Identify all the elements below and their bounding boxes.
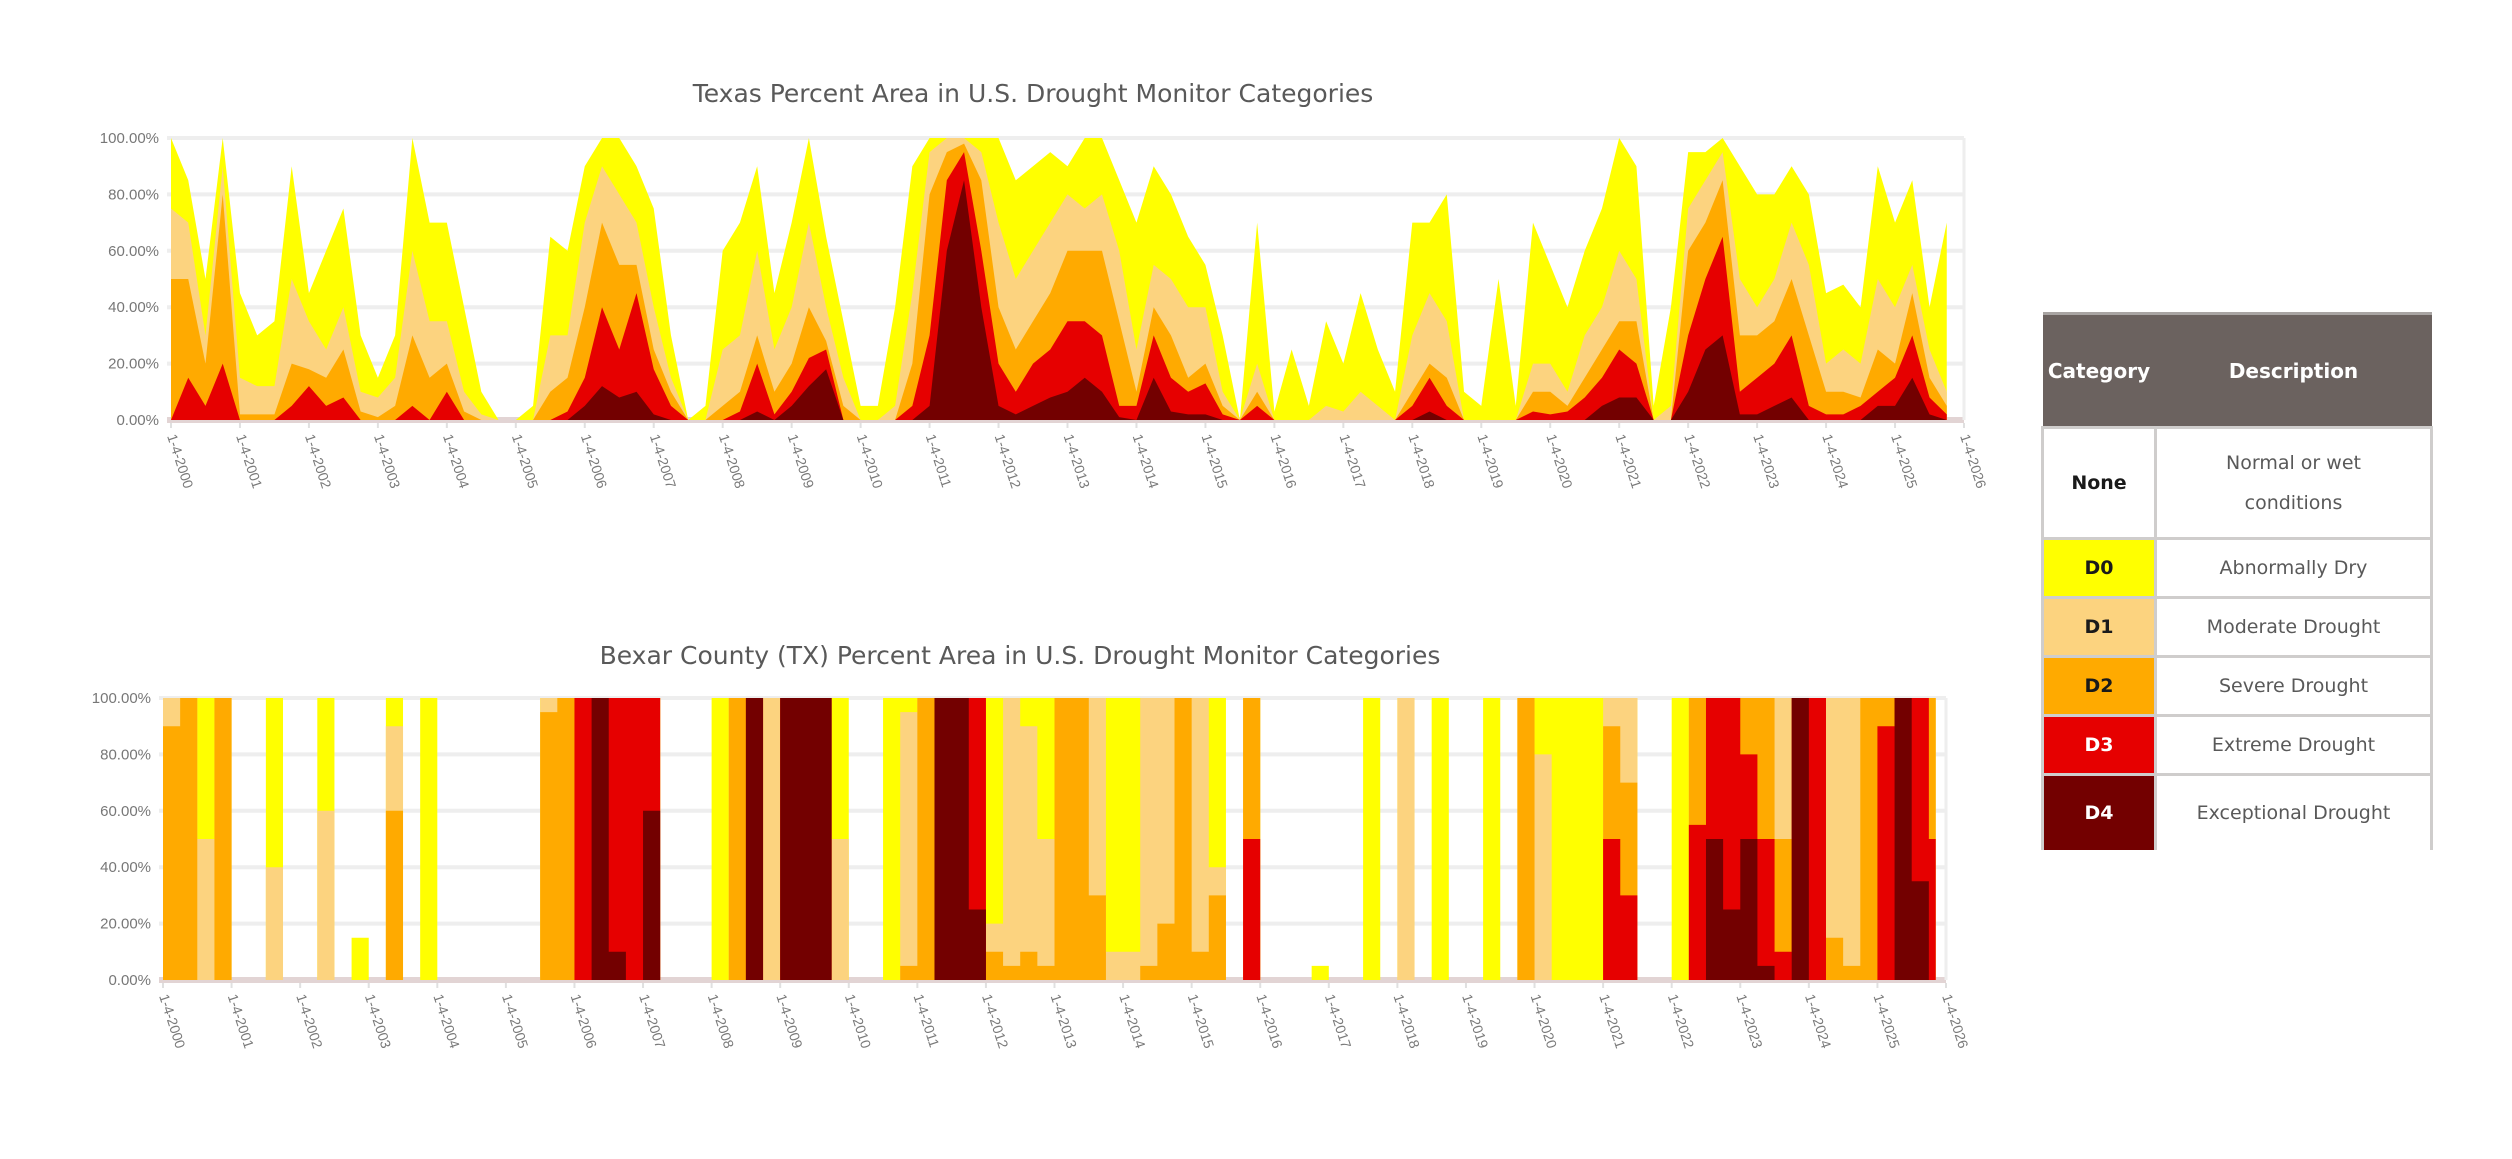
x-tick-label: 1-4-2001 xyxy=(225,992,258,1050)
x-tick-label: 1-4-2026 xyxy=(1939,992,1972,1050)
x-tick-label: 1-4-2017 xyxy=(1336,432,1369,490)
x-tick-label: 1-4-2010 xyxy=(842,992,875,1050)
x-tick-label: 1-4-2004 xyxy=(430,992,463,1050)
x-tick-label: 1-4-2000 xyxy=(156,992,189,1050)
legend-row-d4: D4 Exceptional Drought xyxy=(2041,773,2433,850)
y-tick-label: 20.00% xyxy=(108,356,159,373)
category-d1: D1 xyxy=(2041,596,2157,658)
x-tick-label: 1-4-2012 xyxy=(979,992,1012,1050)
x-tick-label: 1-4-2024 xyxy=(1802,992,1835,1050)
x-tick-label: 1-4-2018 xyxy=(1405,432,1438,490)
x-tick-label: 1-4-2022 xyxy=(1681,432,1714,490)
x-tick-label: 1-4-2009 xyxy=(773,992,806,1050)
x-tick-label: 1-4-2013 xyxy=(1061,432,1094,490)
legend-row-d0: D0 Abnormally Dry xyxy=(2041,537,2433,599)
y-tick-label: 100.00% xyxy=(92,690,151,707)
x-tick-label: 1-4-2012 xyxy=(992,432,1025,490)
x-tick-label: 1-4-2016 xyxy=(1268,432,1301,490)
x-tick-label: 1-4-2008 xyxy=(716,432,749,490)
x-tick-label: 1-4-2025 xyxy=(1871,992,1904,1050)
x-tick-label: 1-4-2023 xyxy=(1750,432,1783,490)
x-tick-label: 1-4-2014 xyxy=(1116,992,1149,1050)
x-tick-label: 1-4-2002 xyxy=(302,432,335,490)
x-tick-label: 1-4-2004 xyxy=(440,432,473,490)
x-tick-label: 1-4-2010 xyxy=(854,432,887,490)
category-d4: D4 xyxy=(2041,773,2157,850)
x-tick-label: 1-4-2018 xyxy=(1391,992,1424,1050)
x-tick-label: 1-4-2026 xyxy=(1957,432,1990,490)
y-tick-label: 20.00% xyxy=(100,916,151,933)
x-tick-label: 1-4-2024 xyxy=(1819,432,1852,490)
legend-row-none: None Normal or wet conditions xyxy=(2041,426,2433,540)
y-tick-label: 40.00% xyxy=(108,299,159,316)
description-none: Normal or wet conditions xyxy=(2154,426,2433,540)
category-none: None xyxy=(2041,426,2157,540)
x-tick-label: 1-4-2013 xyxy=(1048,992,1081,1050)
x-tick-label: 1-4-2015 xyxy=(1199,432,1232,490)
x-tick-label: 1-4-2007 xyxy=(647,432,680,490)
x-tick-label: 1-4-2009 xyxy=(785,432,818,490)
x-tick-label: 1-4-2017 xyxy=(1322,992,1355,1050)
description-d1: Moderate Drought xyxy=(2154,596,2433,658)
x-tick-label: 1-4-2003 xyxy=(362,992,395,1050)
x-tick-label: 1-4-2021 xyxy=(1612,432,1645,490)
legend-row-d3: D3 Extreme Drought xyxy=(2041,714,2433,776)
x-tick-label: 1-4-2011 xyxy=(910,992,942,1049)
legend-row-d1: D1 Moderate Drought xyxy=(2041,596,2433,658)
category-d0: D0 xyxy=(2041,537,2157,599)
x-tick-label: 1-4-2008 xyxy=(705,992,738,1050)
category-d3: D3 xyxy=(2041,714,2157,776)
x-tick-label: 1-4-2020 xyxy=(1543,432,1576,490)
x-tick-label: 1-4-2001 xyxy=(233,432,266,490)
x-tick-label: 1-4-2002 xyxy=(293,992,326,1050)
description-d0: Abnormally Dry xyxy=(2154,537,2433,599)
x-tick-label: 1-4-2006 xyxy=(568,992,601,1050)
x-tick-label: 1-4-2021 xyxy=(1596,992,1629,1050)
x-tick-label: 1-4-2023 xyxy=(1733,992,1766,1050)
x-tick-label: 1-4-2005 xyxy=(509,432,542,490)
x-tick-label: 1-4-2022 xyxy=(1665,992,1698,1050)
y-tick-label: 100.00% xyxy=(100,130,159,147)
x-tick-label: 1-4-2015 xyxy=(1185,992,1218,1050)
x-tick-label: 1-4-2007 xyxy=(636,992,669,1050)
legend-header-row: Category Description xyxy=(2042,313,2432,428)
chart-title: Texas Percent Area in U.S. Drought Monit… xyxy=(692,79,1374,108)
category-legend-table: Category Description None Normal or wet … xyxy=(2041,312,2433,850)
y-tick-label: 0.00% xyxy=(108,972,151,989)
y-tick-label: 60.00% xyxy=(108,243,159,260)
y-tick-label: 0.00% xyxy=(116,412,159,429)
chart-title: Bexar County (TX) Percent Area in U.S. D… xyxy=(600,641,1441,670)
x-tick-label: 1-4-2014 xyxy=(1130,432,1163,490)
x-tick-label: 1-4-2000 xyxy=(164,432,197,490)
x-tick-label: 1-4-2020 xyxy=(1528,992,1561,1050)
x-tick-label: 1-4-2005 xyxy=(499,992,532,1050)
texas-chart: Texas Percent Area in U.S. Drought Monit… xyxy=(100,79,1990,490)
y-tick-label: 80.00% xyxy=(108,186,159,203)
header-category: Category xyxy=(2042,313,2156,428)
x-tick-label: 1-4-2003 xyxy=(371,432,404,490)
category-d2: D2 xyxy=(2041,655,2157,717)
description-d4: Exceptional Drought xyxy=(2154,773,2433,850)
y-tick-label: 60.00% xyxy=(100,803,151,820)
description-d3: Extreme Drought xyxy=(2154,714,2433,776)
legend-row-d2: D2 Severe Drought xyxy=(2041,655,2433,717)
y-tick-label: 40.00% xyxy=(100,859,151,876)
header-description: Description xyxy=(2155,313,2432,428)
x-tick-label: 1-4-2025 xyxy=(1888,432,1921,490)
x-tick-label: 1-4-2019 xyxy=(1474,432,1507,490)
x-tick-label: 1-4-2011 xyxy=(923,432,955,489)
y-tick-label: 80.00% xyxy=(100,746,151,763)
x-tick-label: 1-4-2019 xyxy=(1459,992,1492,1050)
x-tick-label: 1-4-2016 xyxy=(1253,992,1286,1050)
area-series-d4 xyxy=(163,698,1936,980)
bexar-chart: Bexar County (TX) Percent Area in U.S. D… xyxy=(92,641,1972,1050)
area-series-d3 xyxy=(171,152,1947,420)
description-d2: Severe Drought xyxy=(2154,655,2433,717)
x-tick-label: 1-4-2006 xyxy=(578,432,611,490)
